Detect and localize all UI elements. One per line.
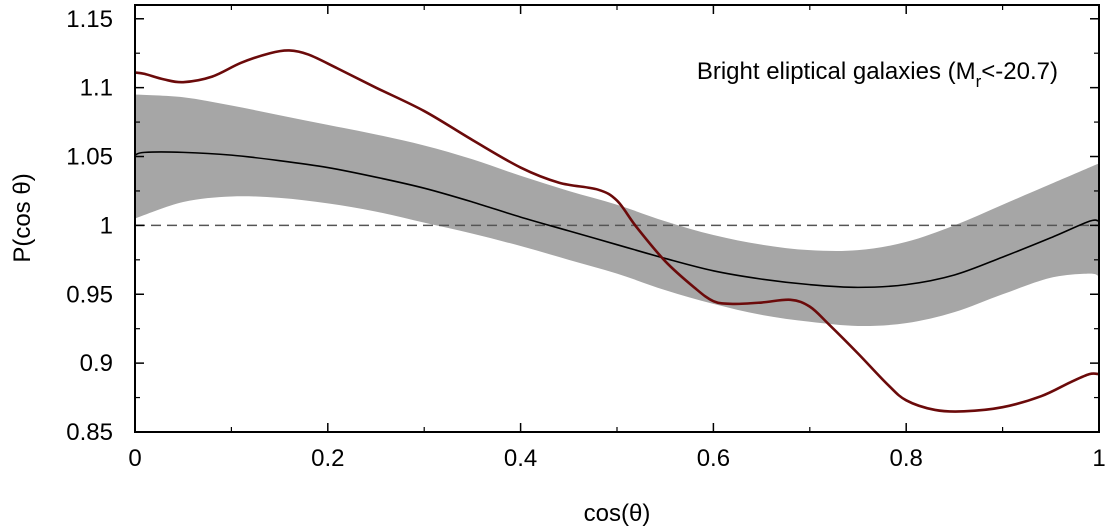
series-line-2 (134, 49, 1100, 413)
x-tick-label: 1 (1092, 445, 1105, 472)
y-tick-label: 1.05 (66, 144, 113, 171)
x-tick-label: 0.6 (697, 445, 730, 472)
plot-area: 0 0.2 0.4 0.6 0.8 1 0.85 0.9 0.95 1 1.05 1.1 1.15 (66, 4, 1106, 472)
annotation-main: Bright eliptical galaxies (M (697, 58, 976, 85)
x-tick-label: 0 (128, 445, 141, 472)
y-tick-label: 0.85 (66, 419, 113, 446)
x-tick-label: 0.8 (890, 445, 923, 472)
series-line-1 (134, 151, 1100, 289)
band-area (135, 94, 1099, 326)
y-tick-label: 1.1 (80, 75, 113, 102)
chart-annotation: Bright eliptical galaxies (Mr<-20.7) (697, 58, 1058, 91)
x-tick-label: 0.4 (504, 445, 537, 472)
y-tick-label: 1 (100, 212, 113, 239)
y-tick-label: 0.9 (80, 350, 113, 377)
confidence-band (135, 94, 1099, 326)
annotation-tail: <-20.7) (981, 58, 1058, 85)
y-axis-label: P(cos θ) (9, 173, 36, 262)
y-tick-label: 1.15 (66, 6, 113, 33)
annotation-subscript: r (976, 72, 982, 91)
y-tick-label: 0.95 (66, 281, 113, 308)
series-layer (134, 49, 1100, 413)
x-axis-label: cos(θ) (584, 500, 651, 527)
ticks: 0 0.2 0.4 0.6 0.8 1 0.85 0.9 0.95 1 1.05 1.1 1.15 (66, 5, 1106, 472)
x-tick-label: 0.2 (311, 445, 344, 472)
